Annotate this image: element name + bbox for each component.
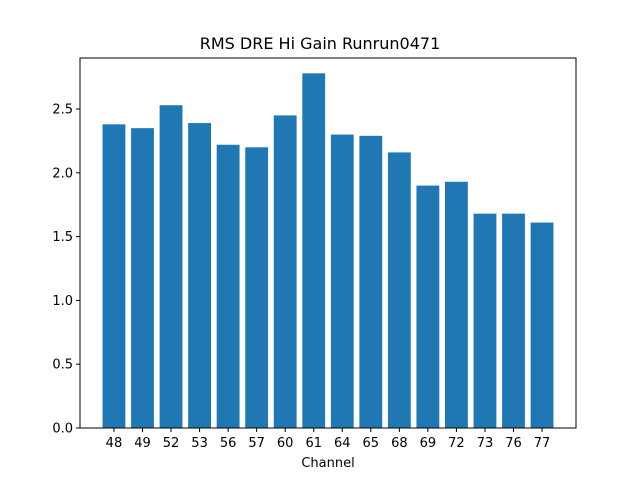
x-tick-label: 77 <box>534 436 551 451</box>
x-tick-label: 52 <box>163 436 180 451</box>
bar-68 <box>387 152 411 428</box>
x-axis: 48 49 52 53 56 57 60 61 64 65 68 69 72 73 76 77 <box>106 428 551 451</box>
bar-48 <box>102 124 126 429</box>
bar-56 <box>216 144 240 429</box>
chart-title: RMS DRE Hi Gain Runrun0471 <box>200 34 441 53</box>
y-tick-label: 2.0 <box>52 166 73 181</box>
x-tick-label: 49 <box>134 436 151 451</box>
x-axis-label: Channel <box>301 456 354 471</box>
x-tick-label: 56 <box>220 436 237 451</box>
bar-77 <box>530 222 554 428</box>
y-tick-label: 1.5 <box>52 230 73 245</box>
x-tick-label: 72 <box>448 436 465 451</box>
bar-53 <box>188 123 211 428</box>
plot-frame <box>79 57 577 429</box>
bars-group <box>102 73 554 429</box>
y-tick-label: 0.0 <box>52 422 73 437</box>
y-tick-label: 1.0 <box>52 294 73 309</box>
y-axis: 0.0 0.5 1.0 1.5 2.0 2.5 <box>52 103 80 437</box>
bar-72 <box>445 181 468 428</box>
bar-52 <box>159 105 183 428</box>
bar-73 <box>473 213 497 428</box>
x-tick-label: 73 <box>477 436 494 451</box>
x-tick-label: 64 <box>334 436 351 451</box>
x-tick-label: 61 <box>305 436 322 451</box>
y-tick-label: 2.5 <box>52 103 73 118</box>
x-tick-label: 53 <box>191 436 208 451</box>
bar-76 <box>502 213 525 428</box>
x-tick-label: 68 <box>391 436 408 451</box>
bar-61 <box>302 73 326 428</box>
x-tick-label: 57 <box>248 436 265 451</box>
x-tick-label: 69 <box>420 436 437 451</box>
bar-60 <box>273 115 297 429</box>
bar-49 <box>131 128 154 428</box>
y-tick-label: 0.5 <box>52 358 73 373</box>
bar-57 <box>245 147 269 428</box>
x-tick-label: 48 <box>106 436 123 451</box>
bar-65 <box>359 135 383 429</box>
bar-64 <box>330 134 354 428</box>
x-tick-label: 76 <box>505 436 522 451</box>
bar-69 <box>416 185 440 428</box>
x-tick-label: 60 <box>277 436 294 451</box>
x-tick-label: 65 <box>363 436 380 451</box>
